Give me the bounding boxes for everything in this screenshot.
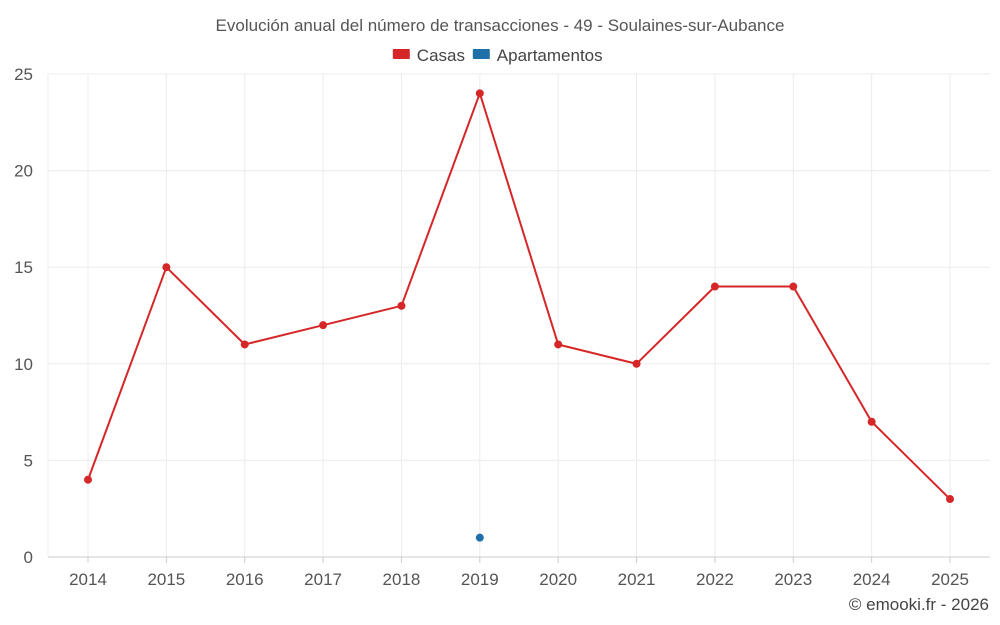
credit-text: © emooki.fr - 2026 bbox=[849, 595, 989, 614]
series-layer bbox=[84, 89, 954, 542]
x-tick-label: 2019 bbox=[461, 570, 499, 589]
data-point-casas-2014[interactable] bbox=[84, 475, 92, 484]
legend-label: Casas bbox=[417, 46, 465, 65]
data-point-casas-2025[interactable] bbox=[946, 495, 954, 504]
series-line-casas bbox=[87, 92, 951, 500]
x-tick-label: 2022 bbox=[696, 570, 734, 589]
data-point-casas-2015[interactable] bbox=[162, 263, 171, 272]
x-tick-label: 2024 bbox=[853, 570, 891, 589]
y-tick-label: 20 bbox=[14, 162, 33, 181]
data-point-casas-2021[interactable] bbox=[632, 359, 641, 368]
y-tick-label: 15 bbox=[14, 258, 33, 277]
legend-label: Apartamentos bbox=[497, 46, 603, 65]
x-tick-label: 2018 bbox=[383, 570, 421, 589]
data-point-casas-2016[interactable] bbox=[240, 340, 249, 349]
y-tick-label: 0 bbox=[24, 548, 33, 567]
y-tick-label: 5 bbox=[24, 451, 33, 470]
data-point-casas-2017[interactable] bbox=[319, 321, 328, 330]
legend-item-casas[interactable]: Casas bbox=[392, 46, 465, 65]
x-tick-label: 2025 bbox=[931, 570, 969, 589]
data-point-casas-2020[interactable] bbox=[554, 340, 563, 349]
data-point-apartamentos-2019[interactable] bbox=[475, 533, 484, 542]
legend-item-apartamentos[interactable]: Apartamentos bbox=[472, 46, 603, 65]
y-tick-label: 25 bbox=[14, 65, 33, 84]
legend-swatch bbox=[472, 49, 490, 59]
x-tick-label: 2014 bbox=[69, 570, 107, 589]
data-point-casas-2018[interactable] bbox=[397, 301, 406, 310]
x-tick-label: 2017 bbox=[304, 570, 342, 589]
legend: Casas Apartamentos bbox=[392, 46, 603, 65]
x-tick-label: 2023 bbox=[774, 570, 812, 589]
x-tick-label: 2020 bbox=[539, 570, 577, 589]
legend-swatch bbox=[392, 49, 410, 59]
grid-lines bbox=[47, 73, 990, 557]
data-point-casas-2023[interactable] bbox=[789, 282, 798, 291]
x-tick-label: 2015 bbox=[147, 570, 185, 589]
chart-title: Evolución anual del número de transaccio… bbox=[216, 16, 785, 35]
data-point-casas-2022[interactable] bbox=[710, 282, 719, 291]
data-point-casas-2019[interactable] bbox=[475, 89, 484, 98]
x-tick-label: 2021 bbox=[618, 570, 656, 589]
data-point-casas-2024[interactable] bbox=[867, 417, 876, 426]
x-tick-label: 2016 bbox=[226, 570, 264, 589]
y-tick-label: 10 bbox=[14, 355, 33, 374]
